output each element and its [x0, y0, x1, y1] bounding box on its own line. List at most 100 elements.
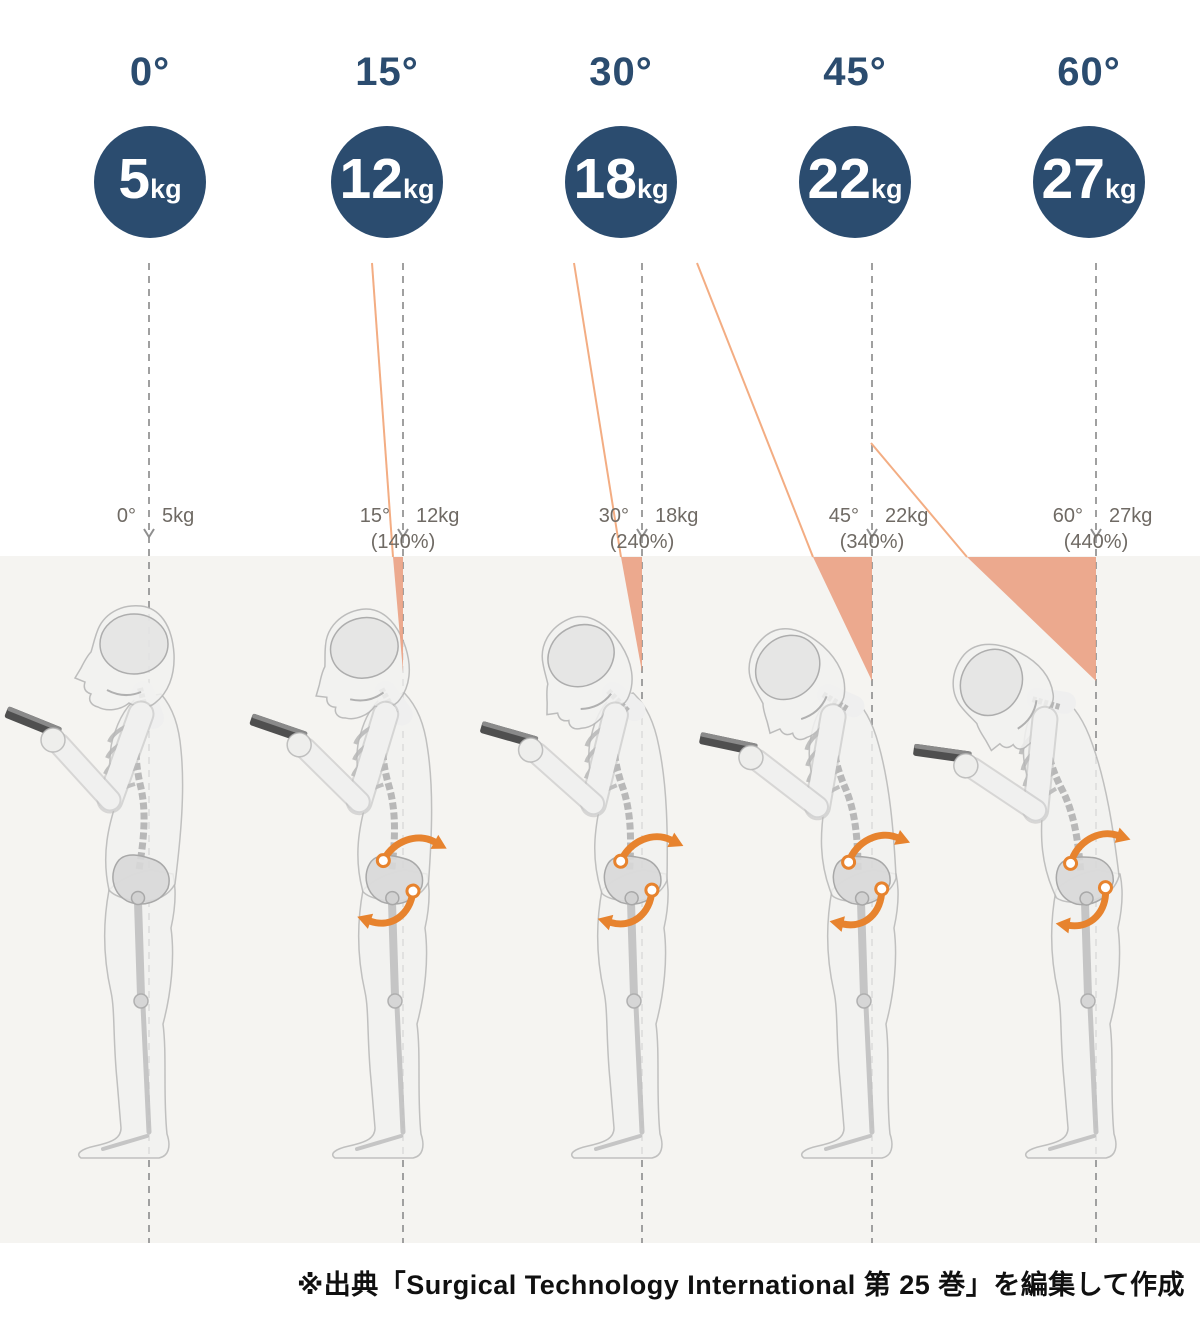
down-arrow-icon [397, 528, 409, 539]
skull-bone [959, 648, 1024, 717]
weight-value: 5 [118, 147, 151, 211]
marker-angle-label: 30° [598, 505, 629, 527]
skull-bone [329, 616, 399, 679]
weight-value: 12 [339, 147, 403, 211]
jaw-bone [1017, 700, 1038, 730]
hip-joint [624, 891, 639, 906]
angle-label-15: 15° [355, 50, 419, 94]
marker-15: 15° 12kg (140%) [283, 504, 523, 554]
skull-bone [99, 613, 169, 675]
hand [517, 737, 544, 763]
head-group [952, 643, 1077, 752]
marker-weight-label: 5kg [162, 505, 195, 527]
hand [738, 744, 764, 771]
weight-badge-15: 12kg [331, 126, 443, 238]
marker-angle-label: 45° [828, 505, 859, 527]
weight-badge-30: 18kg [565, 126, 677, 238]
hand [40, 727, 66, 753]
jaw-bone [580, 693, 612, 711]
weight-value: 22 [807, 147, 871, 211]
marker-weight-label: 12kg [416, 505, 460, 527]
leg-bones [824, 898, 875, 1151]
weight-badge-45: 22kg [799, 126, 911, 238]
marker-weight-label: 18kg [655, 505, 699, 527]
down-arrow-icon [866, 528, 878, 539]
leg-bones [594, 898, 645, 1151]
pelvis-bone [112, 854, 170, 905]
torso-group [913, 643, 1131, 934]
skeleton-figure-30 [480, 615, 684, 1159]
marker-0: 0° 5kg [29, 504, 269, 530]
weight-unit: kg [402, 174, 435, 204]
marker-angle-label: 0° [116, 505, 136, 527]
angle-wedges [371, 262, 1096, 681]
head-group [315, 608, 413, 726]
hip-joint [854, 891, 870, 906]
weight-unit: kg [150, 174, 182, 204]
down-arrow-icon [636, 528, 648, 539]
jaw-bone [800, 696, 828, 721]
down-arrow-icon [143, 528, 155, 539]
angle-wedge [393, 557, 403, 672]
pelvis-rotation-arrows [597, 832, 684, 931]
marker-30: 30° 18kg (240%) [522, 504, 762, 554]
leg-bones [101, 898, 152, 1151]
jaw-bone [349, 691, 385, 702]
hip-joint [130, 890, 146, 906]
skeleton-figure-45 [699, 628, 911, 1159]
pelvis-rotation-arrows [829, 830, 911, 932]
marker-60: 60° 27kg (440%) [976, 504, 1200, 554]
angle-wedge [967, 557, 1096, 681]
pelvis-rotation-arrows [357, 834, 447, 929]
leg-silhouette [570, 869, 669, 1159]
leg-silhouette [77, 869, 176, 1159]
leg-silhouette [331, 869, 430, 1159]
torso-group [699, 628, 911, 932]
leg-silhouette [1024, 869, 1123, 1159]
weight-unit: kg [870, 174, 903, 204]
weight-badge-60: 27kg [1033, 126, 1145, 238]
angle-wedge [813, 557, 872, 681]
citation-text: ※出典「Surgical Technology International 第 … [296, 1270, 1185, 1300]
angle-label-30: 30° [589, 50, 653, 94]
leg-bones [1048, 898, 1099, 1151]
leg-silhouette [800, 869, 899, 1159]
angle-measure-line [371, 262, 394, 558]
marker-weight-label: 27kg [1109, 505, 1153, 527]
skeleton-figures [4, 605, 1131, 1159]
skull-bone [754, 634, 821, 701]
hand [286, 732, 312, 758]
marker-weight-label: 22kg [885, 505, 929, 527]
hand [953, 753, 979, 779]
angle-label-45: 45° [823, 50, 887, 94]
angle-label-0: 0° [129, 50, 171, 94]
head-group [541, 615, 646, 730]
skull-bone [547, 623, 615, 688]
angle-wedge [621, 557, 642, 672]
head-group [748, 628, 865, 741]
torso-group [249, 608, 447, 929]
weight-badge-0: 5kg [94, 126, 206, 238]
marker-angle-label: 15° [359, 505, 390, 527]
spine-bone [132, 692, 149, 871]
angle-measure-line [870, 442, 968, 558]
marker-percent-label: (340%) [839, 531, 905, 553]
marker-angle-label: 60° [1052, 505, 1083, 527]
marker-percent-label: (140%) [370, 531, 436, 553]
hip-joint [1079, 891, 1094, 906]
marker-percent-label: (440%) [1063, 531, 1129, 553]
angle-measure-line [573, 262, 622, 558]
marker-45: 45° 22kg (340%) [752, 504, 992, 554]
skeleton-figure-0 [4, 605, 184, 1159]
weight-unit: kg [1104, 174, 1137, 204]
weight-value: 18 [573, 147, 637, 211]
skeleton-figure-60 [913, 643, 1131, 1159]
marker-percent-label: (240%) [609, 531, 675, 553]
weight-unit: kg [636, 174, 669, 204]
skeleton-figure-15 [249, 608, 447, 1159]
angle-label-60: 60° [1057, 50, 1121, 94]
vertical-dashed-lines [143, 263, 1102, 1243]
hip-joint [385, 890, 400, 906]
jaw-bone [106, 689, 142, 696]
